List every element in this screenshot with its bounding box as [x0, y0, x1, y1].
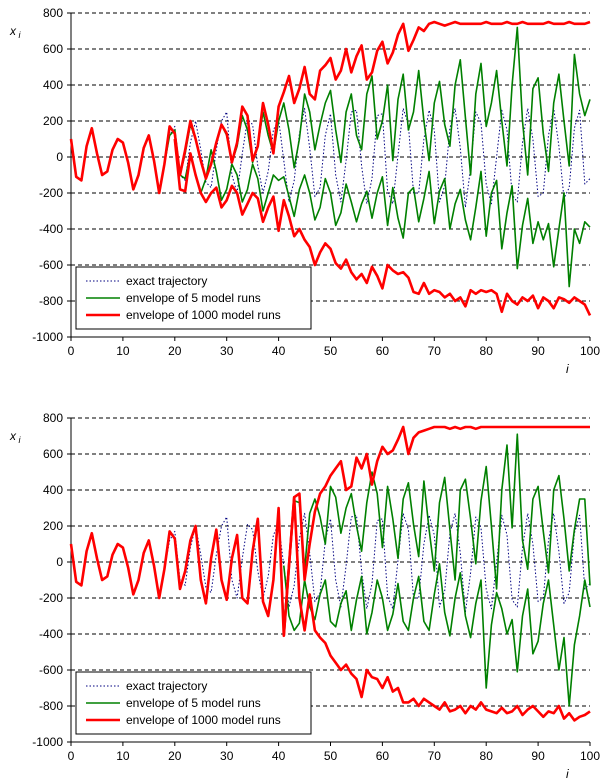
x-tick-label: 80 — [480, 749, 494, 763]
chart-top: -1000 -800 -600 -400 -200 0 200 400 600 800 0 10 20 3… — [9, 6, 600, 376]
legend-label: envelope of 1000 model runs — [126, 308, 281, 322]
x-tick-label: 70 — [428, 749, 442, 763]
x-tick-label: 40 — [272, 344, 286, 358]
x-tick-label: 60 — [376, 344, 390, 358]
series-exact-trajectory — [70, 512, 591, 613]
y-axis-label: x i — [9, 429, 22, 445]
y-tick-label: -200 — [39, 591, 63, 605]
legend-label: envelope of 1000 model runs — [126, 713, 281, 727]
x-tick-label: 20 — [168, 749, 182, 763]
y-tick-label: 400 — [43, 78, 63, 92]
y-tick-label: -1000 — [32, 735, 63, 749]
series-envelope-of-5-model-runs — [174, 138, 591, 288]
y-tick-label: -800 — [39, 294, 63, 308]
x-tick-label: 10 — [116, 749, 130, 763]
y-axis-label-subscript: i — [16, 30, 22, 40]
x-tick-label: 100 — [580, 749, 600, 763]
x-axis-label: i — [566, 767, 569, 779]
y-tick-label: -400 — [39, 627, 63, 641]
y-tick-label: -800 — [39, 699, 63, 713]
y-tick-label: 400 — [43, 483, 63, 497]
y-tick-label: 200 — [43, 519, 63, 533]
y-axis-label-subscript: i — [16, 435, 22, 445]
legend-label: envelope of 5 model runs — [126, 291, 261, 305]
x-tick-label: 10 — [116, 344, 130, 358]
x-tick-label: 40 — [272, 749, 286, 763]
x-axis-label: i — [566, 362, 569, 376]
y-tick-label: 600 — [43, 447, 63, 461]
x-tick-label: 90 — [531, 344, 545, 358]
x-tick-label: 70 — [428, 344, 442, 358]
x-tick-label: 0 — [68, 749, 75, 763]
series-envelope-of-1000-model-runs — [282, 495, 591, 722]
series-exact-trajectory — [70, 107, 591, 208]
y-tick-label: -600 — [39, 258, 63, 272]
series-envelope-of-5-model-runs — [283, 562, 591, 707]
x-tick-label: 0 — [68, 344, 75, 358]
legend-label: envelope of 5 model runs — [126, 696, 261, 710]
y-tick-label: 600 — [43, 42, 63, 56]
series-envelope-of-1000-model-runs — [69, 425, 590, 638]
x-tick-label: 50 — [324, 344, 338, 358]
y-tick-label: 0 — [56, 555, 63, 569]
y-tick-label: 200 — [43, 114, 63, 128]
y-tick-label: 0 — [56, 150, 63, 164]
x-tick-label: 100 — [580, 344, 600, 358]
y-tick-label: -400 — [39, 222, 63, 236]
x-tick-label: 80 — [480, 344, 494, 358]
x-tick-label: 50 — [324, 749, 338, 763]
y-tick-label: 800 — [43, 411, 63, 425]
x-tick-label: 30 — [220, 344, 234, 358]
chart-bottom: -1000 -800 -600 -400 -200 0 200 400 600 800 0 10 20 3… — [9, 411, 600, 779]
y-tick-label: -1000 — [32, 330, 63, 344]
y-tick-label: -600 — [39, 663, 63, 677]
series-envelope-of-1000-model-runs — [69, 20, 591, 195]
x-tick-label: 90 — [531, 749, 545, 763]
y-tick-label: 800 — [43, 6, 63, 20]
legend-label: exact trajectory — [126, 679, 207, 693]
x-tick-label: 30 — [220, 749, 234, 763]
y-axis-label: x i — [9, 24, 22, 40]
x-tick-label: 60 — [376, 749, 390, 763]
x-tick-label: 20 — [168, 344, 182, 358]
series-envelope-of-5-model-runs — [70, 26, 591, 194]
legend-label: exact trajectory — [126, 274, 207, 288]
y-tick-label: -200 — [39, 186, 63, 200]
series-envelope-of-1000-model-runs — [173, 138, 592, 316]
